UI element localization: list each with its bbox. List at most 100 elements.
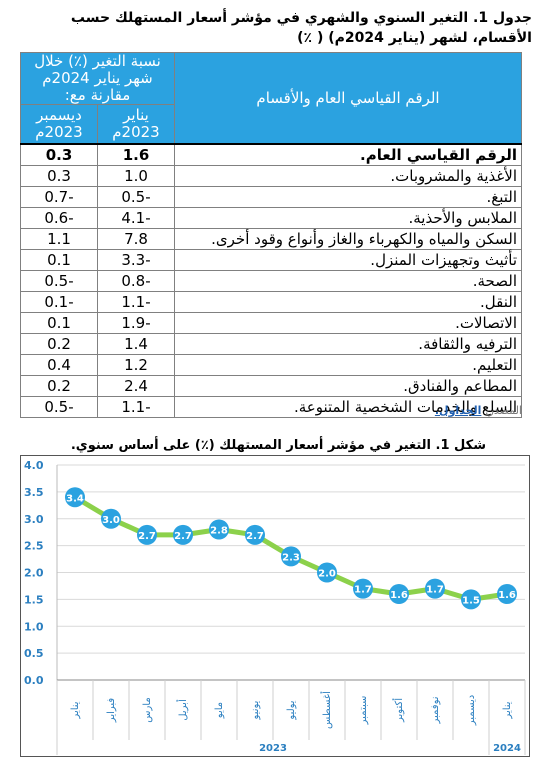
- row-jan-value: -1.1: [97, 396, 175, 418]
- data-label: 1.6: [390, 590, 408, 601]
- row-dec-value: 0.2: [20, 333, 98, 355]
- table-row: الصحة. -0.8 -0.5: [20, 270, 522, 292]
- data-point: [497, 584, 517, 604]
- chart-title: شكل 1. التغير في مؤشر أسعار المستهلك (٪)…: [70, 438, 486, 453]
- x-tick-label: سبتمبر: [358, 696, 369, 726]
- y-tick-label: 1.0: [24, 620, 44, 633]
- data-label: 3.0: [102, 515, 120, 526]
- row-category: الرقم القياسي العام.: [174, 143, 522, 166]
- row-category: الصحة.: [174, 270, 522, 292]
- table-row: الرقم القياسي العام. 1.6 0.3: [20, 143, 522, 166]
- table-row: الملابس والأحذية. -4.1 -0.6: [20, 207, 522, 229]
- x-tick-label: نوفمبر: [430, 696, 441, 724]
- row-jan-value: -1.9: [97, 312, 175, 334]
- table-row: النقل. -1.1 -0.1: [20, 291, 522, 313]
- table-row: المطاعم والفنادق. 2.4 0.2: [20, 375, 522, 397]
- source-label: المصدر:: [484, 404, 522, 417]
- data-point: [353, 578, 373, 599]
- data-label: 1.5: [462, 595, 480, 606]
- cpi-line-chart: 0.0 0.5 1.0 1.5 2.0 2.5 3.0 3.5 4.0 يناير فبراير ما…: [20, 455, 530, 757]
- row-category: التعليم.: [174, 354, 522, 376]
- row-category: السلع والخدمات الشخصية المتنوعة.: [174, 396, 522, 418]
- table-row: السلع والخدمات الشخصية المتنوعة. -1.1 -0.5: [20, 396, 522, 418]
- source-note: المصدر: الجداول.: [435, 404, 522, 417]
- x-tick-label: مارس: [142, 697, 153, 722]
- row-category: تأثيث وتجهيزات المنزل.: [174, 249, 522, 271]
- x-tick-label: أغسطس: [320, 691, 333, 729]
- row-jan-value: -0.5: [97, 186, 175, 208]
- data-point: [461, 589, 481, 610]
- header-jan: يناير 2023م: [97, 104, 175, 145]
- data-label: 3.4: [66, 493, 84, 504]
- data-label: 2.3: [282, 552, 300, 563]
- table-row: التعليم. 1.2 0.4: [20, 354, 522, 376]
- data-point: [137, 524, 157, 545]
- y-tick-label: 2.0: [24, 567, 44, 580]
- data-label: 2.7: [246, 531, 264, 542]
- x-tick-label: يوليو: [286, 700, 297, 720]
- row-category: النقل.: [174, 291, 522, 313]
- y-tick-label: 0.5: [24, 647, 44, 660]
- table-body: الرقم القياسي العام. 1.6 0.3 الأغذية والمشر…: [20, 143, 522, 418]
- x-tick-label: أبريل: [176, 699, 189, 721]
- data-label: 1.7: [354, 585, 372, 596]
- row-jan-value: -0.8: [97, 270, 175, 292]
- table-row: الترفيه والثقافة. 1.4 0.2: [20, 333, 522, 355]
- data-label: 2.0: [318, 569, 336, 580]
- data-point: [65, 487, 85, 508]
- y-tick-label: 3.0: [24, 513, 44, 526]
- x-tick-label: يناير: [502, 701, 513, 719]
- year-label: 2023: [259, 743, 287, 754]
- row-dec-value: 0.3: [20, 143, 98, 166]
- header-change: نسبة التغير (٪) خلال شهر يناير 2024م مقا…: [20, 52, 175, 105]
- row-category: الملابس والأحذية.: [174, 207, 522, 229]
- row-dec-value: 0.4: [20, 354, 98, 376]
- chart-border: [20, 455, 530, 757]
- y-tick-label: 4.0: [24, 459, 44, 472]
- row-dec-value: 0.3: [20, 165, 98, 187]
- row-dec-value: -0.7: [20, 186, 98, 208]
- data-label: 1.6: [498, 590, 516, 601]
- row-jan-value: 1.6: [97, 143, 175, 166]
- x-tick-label: يناير: [70, 701, 81, 719]
- row-dec-value: -0.6: [20, 207, 98, 229]
- data-point: [317, 562, 337, 583]
- table-row: الأغذية والمشروبات. 1.0 0.3: [20, 165, 522, 187]
- row-jan-value: -4.1: [97, 207, 175, 229]
- header-dec: ديسمبر 2023م: [20, 104, 98, 145]
- table-row: تأثيث وتجهيزات المنزل. -3.3 0.1: [20, 249, 522, 271]
- row-category: السكن والمياه والكهرباء والغاز وأنواع وق…: [174, 228, 522, 250]
- y-tick-label: 0.0: [24, 674, 44, 687]
- x-tick-label: مايو: [214, 702, 225, 719]
- data-label: 2.7: [174, 531, 192, 542]
- row-category: المطاعم والفنادق.: [174, 375, 522, 397]
- cpi-table: الرقم القياسي العام والأقسام نسبة التغير…: [20, 52, 522, 418]
- data-point: [209, 519, 229, 540]
- source-link[interactable]: الجداول.: [434, 404, 482, 417]
- row-dec-value: -0.5: [20, 270, 98, 292]
- table-row: الاتصالات. -1.9 0.1: [20, 312, 522, 334]
- data-point: [173, 524, 193, 545]
- row-jan-value: -1.1: [97, 291, 175, 313]
- row-category: الاتصالات.: [174, 312, 522, 334]
- row-dec-value: -0.5: [20, 396, 98, 418]
- data-point: [245, 524, 265, 545]
- data-label: 1.7: [426, 585, 444, 596]
- y-tick-label: 3.5: [24, 486, 44, 499]
- row-category: الأغذية والمشروبات.: [174, 165, 522, 187]
- data-point: [101, 508, 121, 529]
- row-category: التبغ.: [174, 186, 522, 208]
- header-category: الرقم القياسي العام والأقسام: [174, 52, 522, 145]
- x-tick-label: أكتوبر: [392, 698, 405, 723]
- data-point: [425, 578, 445, 599]
- data-label: 2.7: [138, 531, 156, 542]
- row-jan-value: 2.4: [97, 375, 175, 397]
- x-tick-label: يونيو: [250, 700, 261, 720]
- table-row: التبغ. -0.5 -0.7: [20, 186, 522, 208]
- data-point: [281, 546, 301, 567]
- table-title: جدول 1. التغير السنوي والشهري في مؤشر أس…: [70, 10, 532, 46]
- row-dec-value: 0.1: [20, 312, 98, 334]
- row-dec-value: 0.1: [20, 249, 98, 271]
- x-tick-label: ديسمبر: [466, 695, 477, 726]
- row-category: الترفيه والثقافة.: [174, 333, 522, 355]
